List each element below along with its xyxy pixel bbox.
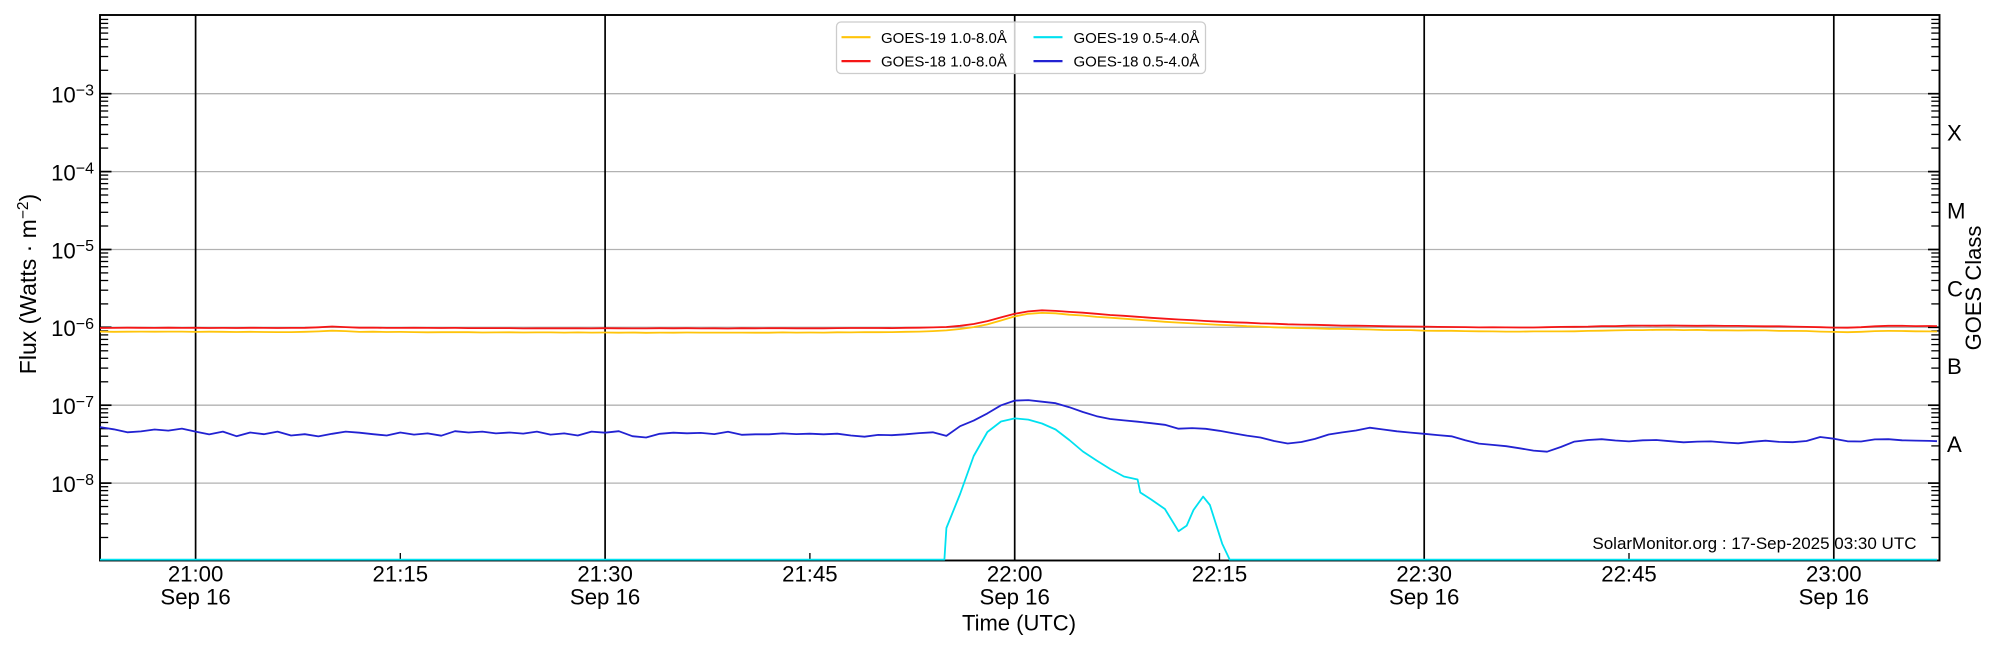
svg-text:GOES-19 1.0-8.0Å: GOES-19 1.0-8.0Å: [881, 30, 1007, 47]
svg-text:Sep 16: Sep 16: [1799, 584, 1869, 609]
svg-text:22:30: 22:30: [1396, 562, 1452, 587]
svg-text:GOES-18 0.5-4.0Å: GOES-18 0.5-4.0Å: [1074, 54, 1200, 71]
svg-text:A: A: [1947, 432, 1962, 457]
svg-text:10−5: 10−5: [51, 238, 94, 263]
svg-text:X: X: [1947, 121, 1962, 146]
svg-text:GOES-19 0.5-4.0Å: GOES-19 0.5-4.0Å: [1074, 30, 1200, 47]
svg-text:10−7: 10−7: [51, 394, 94, 419]
svg-text:21:15: 21:15: [373, 562, 429, 587]
svg-text:22:15: 22:15: [1192, 562, 1248, 587]
svg-text:GOES Class: GOES Class: [1961, 226, 1986, 351]
svg-text:21:45: 21:45: [782, 562, 838, 587]
svg-text:Sep 16: Sep 16: [160, 584, 230, 609]
svg-text:21:00: 21:00: [168, 562, 224, 587]
svg-text:Flux (Watts · m−2): Flux (Watts · m−2): [15, 194, 41, 374]
svg-text:M: M: [1947, 198, 1965, 223]
svg-text:SolarMonitor.org : 17-Sep-2025: SolarMonitor.org : 17-Sep-2025 03:30 UTC: [1592, 534, 1916, 553]
svg-text:B: B: [1947, 354, 1962, 379]
svg-text:GOES-18 1.0-8.0Å: GOES-18 1.0-8.0Å: [881, 54, 1007, 71]
svg-text:21:30: 21:30: [577, 562, 633, 587]
svg-text:22:45: 22:45: [1601, 562, 1657, 587]
svg-text:Sep 16: Sep 16: [1389, 584, 1459, 609]
svg-text:22:00: 22:00: [987, 562, 1043, 587]
svg-text:23:00: 23:00: [1806, 562, 1862, 587]
svg-text:Sep 16: Sep 16: [570, 584, 640, 609]
svg-text:Time (UTC): Time (UTC): [962, 611, 1076, 636]
svg-text:Sep 16: Sep 16: [980, 584, 1050, 609]
svg-text:C: C: [1947, 276, 1963, 301]
